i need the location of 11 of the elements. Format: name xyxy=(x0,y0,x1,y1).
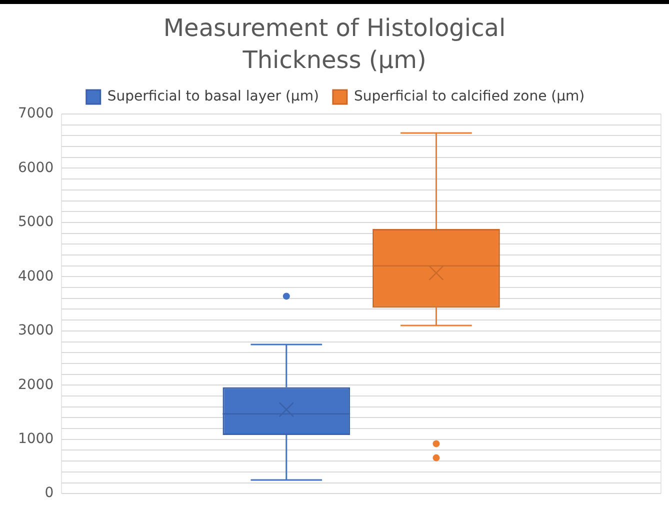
y-tick-label: 5000 xyxy=(18,214,54,230)
y-tick-label: 1000 xyxy=(18,431,54,448)
y-tick-label: 3000 xyxy=(18,322,54,339)
y-tick-label: 0 xyxy=(44,485,54,502)
legend-label: Superficial to basal layer (µm) xyxy=(107,88,319,105)
y-tick-label: 4000 xyxy=(18,268,54,284)
chart-title: Measurement of Histological Thickness (µm) xyxy=(162,13,507,76)
y-tick-label: 6000 xyxy=(18,160,54,176)
legend-label: Superficial to calcified zone (µm) xyxy=(354,88,585,105)
y-tick-label: 7000 xyxy=(18,106,54,122)
y-tick-label: 2000 xyxy=(18,376,54,393)
